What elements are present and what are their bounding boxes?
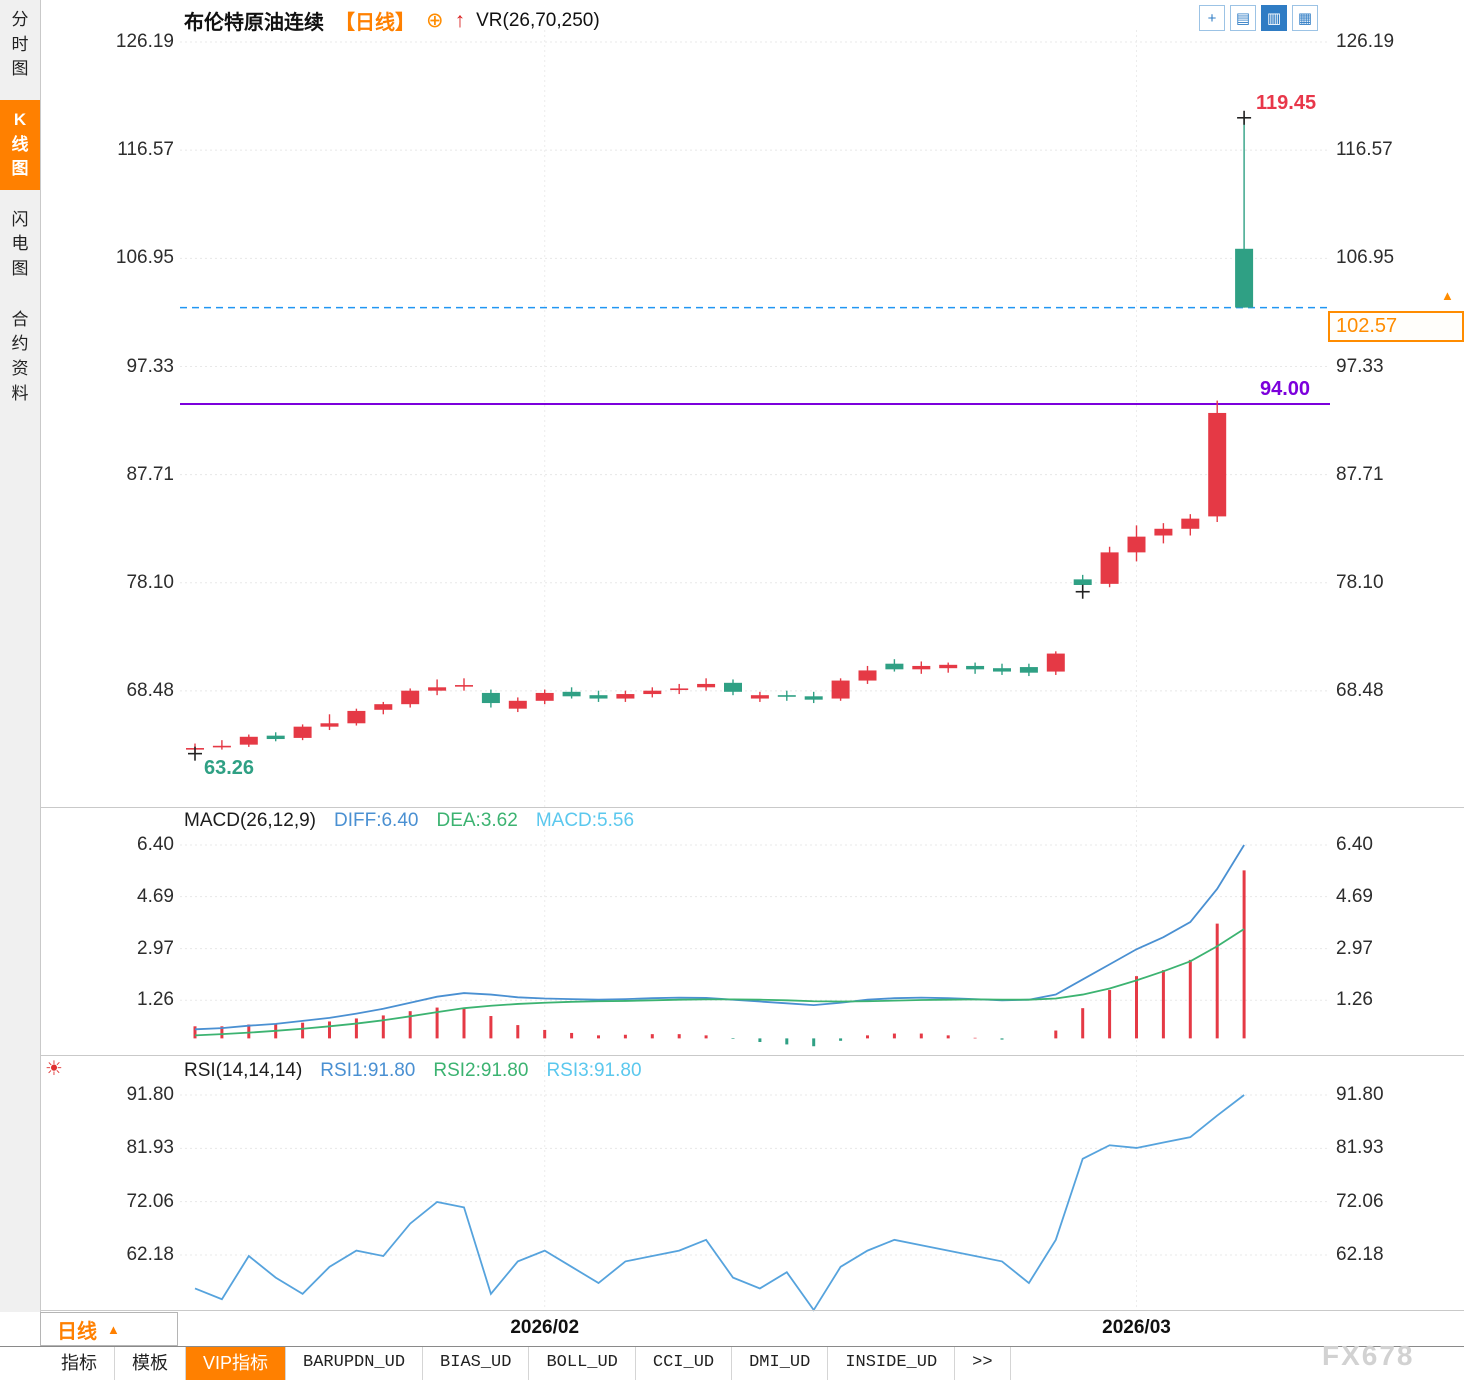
y-axis-label: 6.40 [1336,834,1373,855]
macd-dea-line [194,928,1245,1037]
rsi-header: RSI(14,14,14) RSI1:91.80 RSI2:91.80 RSI3… [184,1060,642,1082]
price-marker-icon: ▲ [1441,288,1454,303]
sidebar-tab-time-chart[interactable]: 分时图 [0,0,40,90]
indicator-tab-bar: 指标 模板 VIP指标 BARUPDN_UD BIAS_UD BOLL_UD CCI_UD D… [0,1346,1464,1380]
split-panel-icon[interactable]: ▦ [1292,5,1318,31]
y-axis-label: 6.40 [137,834,174,855]
overlay-indicator-label: VR(26,70,250) [476,9,600,31]
y-axis-label: 68.48 [126,679,174,701]
y-axis-label: 72.06 [1336,1190,1384,1212]
crosshair-icon[interactable]: + [1199,5,1225,31]
macd-histogram [193,870,1246,1047]
y-axis-label: 97.33 [126,355,174,377]
sidebar-tab-label: 合约资料 [11,309,29,403]
bottom-tab-vip[interactable]: VIP指标 [186,1347,287,1380]
rsi2-value: RSI2:91.80 [433,1060,529,1081]
bottom-tab-boll_ud[interactable]: BOLL_UD [529,1347,636,1380]
candlestick-series [186,117,1254,754]
hline-value-label: 94.00 [1260,378,1311,400]
y-axis-label: 91.80 [126,1084,174,1105]
y-axis-label: 4.69 [1336,885,1373,907]
y-axis-label: 4.69 [137,885,174,907]
y-axis-label: 116.57 [117,139,174,161]
trend-up-icon: ↑ [454,8,466,32]
left-sidebar: 分时图 K线图闪电图合约资料 [0,0,41,1312]
period-selector-label: 日线 [57,1320,97,1343]
bottom-tab-[interactable]: 模板 [115,1347,186,1380]
y-axis-label: 81.93 [1336,1137,1384,1159]
grid-lines [180,30,1330,1310]
current-price-tag[interactable]: 102.57 [1328,311,1464,342]
y-axis-label: 87.71 [126,463,174,485]
add-indicator-icon[interactable]: ⊕ [426,9,444,32]
macd-name-label[interactable]: MACD(26,12,9) [184,810,316,831]
chart-header: 布伦特原油连续 【日线】 ⊕ ↑ VR(26,70,250) [184,6,600,35]
y-axis-label: 1.26 [137,989,174,1011]
y-axis-label: 116.57 [1336,139,1393,161]
macd-macd-value: MACD:5.56 [535,810,635,831]
x-axis-date-label: 2026/02 [510,1317,580,1338]
price-cross-markers [188,110,1252,761]
bottom-tab-cci_ud[interactable]: CCI_UD [636,1347,733,1380]
y-axis-label: 126.19 [115,31,174,52]
high-price-label: 119.45 [1256,92,1317,114]
chevron-up-icon: ▲ [107,1321,120,1337]
sidebar-tab-kline-chart[interactable]: K线图 [0,99,40,190]
bottom-tab-[interactable]: 指标 [44,1347,115,1380]
y-axis-label: 1.26 [1336,989,1373,1011]
sidebar-tab-contract-info[interactable]: 合约资料 [0,300,40,415]
bottom-tab-barupdn_ud[interactable]: BARUPDN_UD [286,1347,424,1380]
rsi-line [194,1094,1245,1312]
multi-panel-icon[interactable]: ▥ [1261,5,1287,31]
y-axis-label: 2.97 [137,937,174,959]
sidebar-tab-flash-chart[interactable]: 闪电图 [0,200,40,290]
y-axis-label: 72.06 [126,1190,174,1212]
x-axis-date-label: 2026/03 [1102,1317,1171,1338]
bottom-tab-dmi_ud[interactable]: DMI_UD [732,1347,829,1380]
y-axis-label: 62.18 [126,1244,174,1266]
y-axis-label: 2.97 [1336,937,1373,959]
watermark: FX678 [1322,1340,1415,1371]
rsi3-value: RSI3:91.80 [546,1060,642,1081]
macd-dea-value: DEA:3.62 [436,810,518,831]
panel-separator [40,807,1464,808]
low-price-label: 63.26 [204,757,255,779]
panel-separator [40,1310,1464,1311]
sidebar-tab-label: 闪电图 [11,209,29,279]
y-axis-label: 106.95 [115,247,174,269]
y-axis-label: 91.80 [1336,1084,1384,1105]
rsi1-value: RSI1:91.80 [320,1060,416,1081]
y-axis-label: 78.10 [126,571,174,593]
single-panel-icon[interactable]: ▤ [1230,5,1256,31]
y-axis-label: 78.10 [1336,571,1384,593]
instrument-title: 布伦特原油连续 [184,12,324,34]
y-axis-label: 62.18 [1336,1244,1384,1266]
period-selector[interactable]: 日线 ▲ [40,1312,178,1346]
y-axis-label: 87.71 [1336,463,1384,485]
macd-header: MACD(26,12,9) DIFF:6.40 DEA:3.62 MACD:5.… [184,810,634,832]
y-axis-label: 68.48 [1336,679,1384,701]
macd-diff-value: DIFF:6.40 [334,810,419,831]
indicator-settings-icon[interactable]: ☀ [45,1058,63,1080]
sidebar-tab-label: 分时图 [11,10,29,79]
y-axis-label: 106.95 [1336,247,1395,269]
sidebar-tab-label: K线图 [11,109,29,179]
bottom-tab-[interactable]: >> [955,1347,1011,1380]
bottom-tab-inside_ud[interactable]: INSIDE_UD [828,1347,956,1380]
period-tag[interactable]: 【日线】 [335,12,415,34]
chart-toolbar: + ▤ ▥ ▦ [1199,5,1318,31]
y-axis-label: 81.93 [126,1137,174,1159]
y-axis-label: 97.33 [1336,355,1384,377]
y-axis-label: 126.19 [1336,31,1395,52]
rsi-name-label[interactable]: RSI(14,14,14) [184,1060,303,1081]
macd-diff-line [194,844,1245,1031]
bottom-tab-bias_ud[interactable]: BIAS_UD [423,1347,530,1380]
panel-separator [40,1055,1464,1056]
price-chart-canvas[interactable] [180,0,1330,1312]
